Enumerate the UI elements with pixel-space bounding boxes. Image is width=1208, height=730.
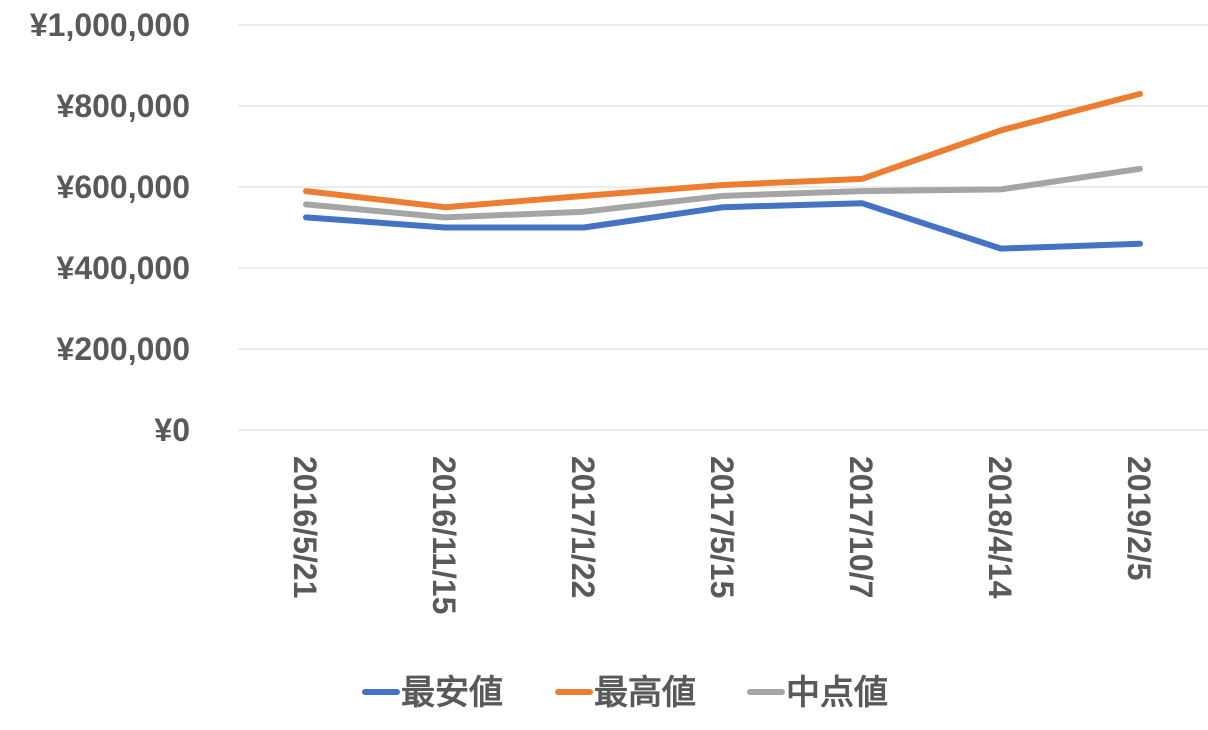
x-tick-label: 2018/4/14 [982,456,1018,599]
series-line [303,90,1143,211]
legend-label: 中点値 [786,673,888,713]
legend-label: 最安値 [401,673,503,713]
y-tick-label: ¥0 [154,412,190,448]
y-axis-tick-labels: ¥0 ¥200,000 ¥400,000 ¥600,000 ¥800,000 ¥1,000… [30,7,190,448]
legend: 最安値 最高値 中点値 [362,673,888,713]
series-line [303,165,1143,221]
x-tick-label: 2016/5/21 [287,456,323,598]
x-tick-label: 2017/10/7 [843,456,879,598]
legend-label: 最高値 [594,673,696,713]
x-tick-label: 2017/1/22 [565,456,601,598]
x-tick-label: 2019/2/5 [1121,456,1157,581]
x-tick-label: 2016/11/15 [426,456,462,614]
y-tick-label: ¥200,000 [57,331,190,367]
y-tick-label: ¥400,000 [57,250,190,286]
series-line [303,200,1143,252]
x-tick-label: 2017/5/15 [704,456,740,598]
y-tick-label: ¥1,000,000 [30,7,190,43]
x-axis-tick-labels: 2016/5/21 2016/11/15 2017/1/22 2017/5/15 201… [287,456,1157,614]
series-lines [303,90,1143,252]
y-tick-label: ¥800,000 [57,88,190,124]
gridlines [238,24,1208,431]
y-tick-label: ¥600,000 [57,169,190,205]
